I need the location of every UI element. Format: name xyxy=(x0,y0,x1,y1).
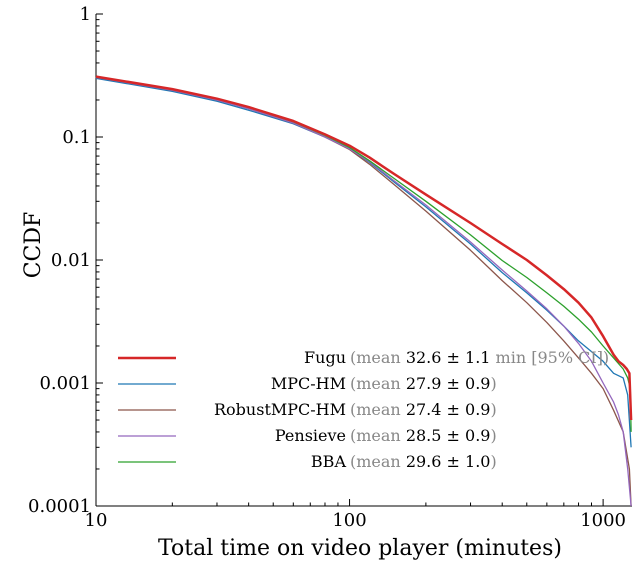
series-line-pensieve xyxy=(95,76,632,507)
legend-label: MPC-HM xyxy=(271,374,346,393)
series-lines xyxy=(95,75,633,507)
x-tick-label: 1000 xyxy=(580,510,626,531)
x-ticks: 10 100 1000 xyxy=(85,499,626,531)
y-axis-title: CCDF xyxy=(21,212,46,279)
x-tick-label: 100 xyxy=(332,510,366,531)
legend-mean-note: (mean 27.4 ± 0.9) xyxy=(350,400,497,419)
series-line-fugu xyxy=(95,75,633,421)
legend-mean-note: (mean 29.6 ± 1.0) xyxy=(350,452,497,471)
legend-mean-note: (mean 27.9 ± 0.9) xyxy=(350,374,497,393)
legend-label: BBA xyxy=(311,452,347,471)
y-ticks: 1 0.1 0.01 0.001 0.0001 xyxy=(28,4,103,517)
series-line-mpc-hm xyxy=(95,77,632,448)
legend-label: RobustMPC-HM xyxy=(214,400,346,419)
x-tick-label: 10 xyxy=(85,510,108,531)
legend: Fugu (mean 32.6 ± 1.1 min [95% CI])MPC-HM… xyxy=(118,348,609,471)
y-tick-label: 0.01 xyxy=(51,250,91,271)
legend-label: Fugu xyxy=(304,348,346,367)
legend-mean-note: (mean 32.6 ± 1.1 min [95% CI]) xyxy=(350,348,609,367)
y-tick-label: 0.0001 xyxy=(28,496,91,517)
y-tick-label: 1 xyxy=(80,4,91,25)
x-axis-title: Total time on video player (minutes) xyxy=(158,536,562,561)
legend-label: Pensieve xyxy=(275,426,346,445)
y-tick-label: 0.001 xyxy=(39,373,91,394)
legend-mean-note: (mean 28.5 ± 0.9) xyxy=(350,426,497,445)
y-tick-label: 0.1 xyxy=(62,127,91,148)
